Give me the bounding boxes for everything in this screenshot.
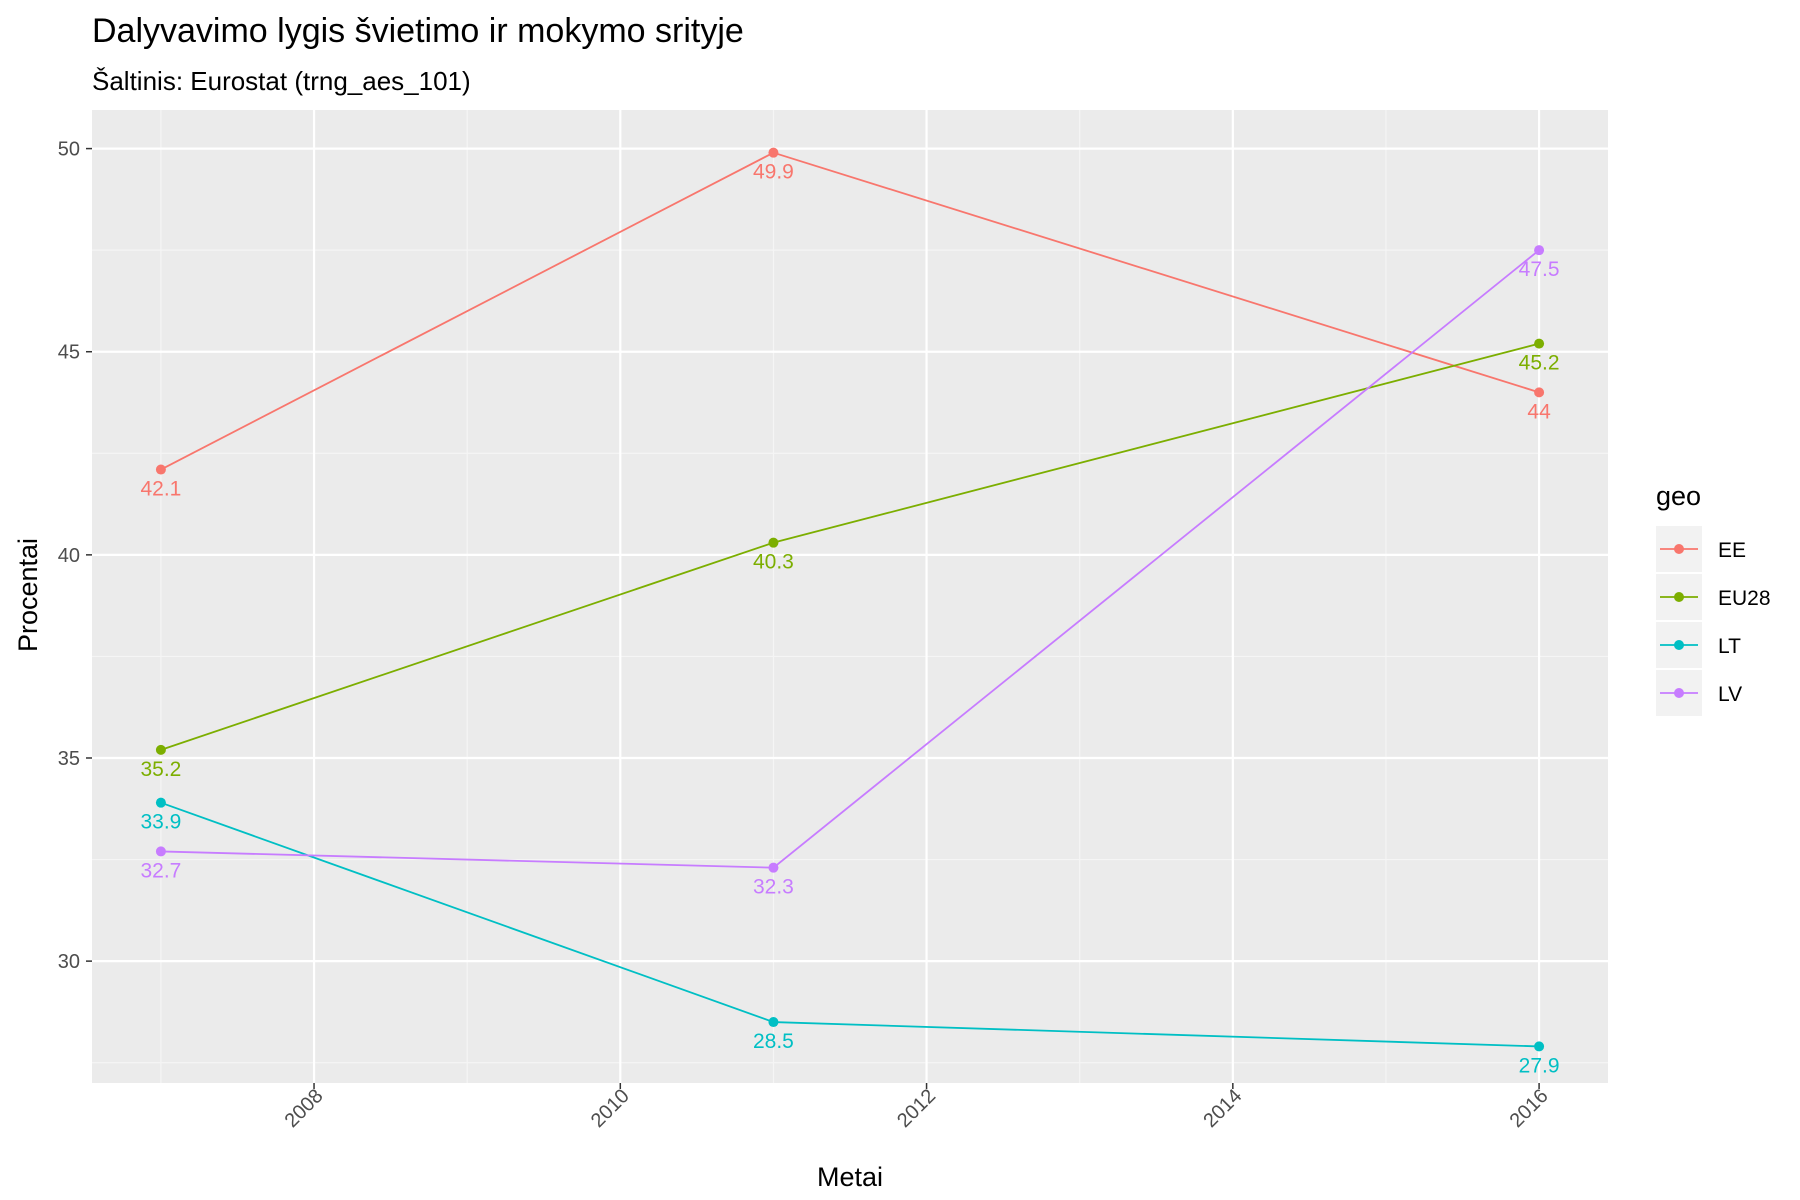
x-tick-label: 2010 — [587, 1085, 634, 1132]
data-label-eu28: 35.2 — [140, 758, 181, 781]
legend-key-point-ee — [1674, 544, 1684, 554]
y-tick-label: 40 — [58, 545, 80, 567]
y-axis-title: Procentai — [13, 538, 43, 652]
data-point-ee — [155, 464, 166, 475]
data-point-lt — [155, 797, 166, 808]
major-gridlines — [92, 110, 1608, 1083]
y-tick-label: 45 — [58, 342, 80, 364]
legend-key-point-eu28 — [1674, 592, 1684, 602]
x-tick-label: 2012 — [893, 1085, 940, 1132]
y-tick-label: 30 — [58, 951, 80, 973]
legend-title: geo — [1656, 481, 1701, 511]
legend-key-point-lv — [1674, 688, 1684, 698]
data-labels: 42.1 49.9 44 35.2 40.3 45.2 33.9 28.5 27.9 32.7 32… — [140, 161, 1559, 1078]
data-label-ee: 49.9 — [753, 161, 794, 184]
y-tick-label: 35 — [58, 748, 80, 770]
x-tick-label: 2014 — [1199, 1085, 1246, 1132]
y-tick-label: 50 — [58, 139, 80, 161]
legend-key-point-lt — [1674, 640, 1684, 650]
x-tick-label: 2016 — [1506, 1085, 1553, 1132]
data-point-lt — [768, 1017, 779, 1028]
data-label-lt: 27.9 — [1519, 1054, 1560, 1077]
data-label-lt: 28.5 — [753, 1030, 794, 1053]
data-label-lv: 47.5 — [1519, 258, 1560, 281]
data-point-ee — [1534, 387, 1545, 398]
data-point-lv — [1534, 245, 1545, 256]
chart-title: Dalyvavimo lygis švietimo ir mokymo srit… — [92, 12, 744, 50]
x-axis-title: Metai — [817, 1162, 883, 1192]
data-label-lt: 33.9 — [140, 811, 181, 834]
data-label-lv: 32.7 — [140, 859, 181, 882]
data-label-ee: 44 — [1527, 400, 1551, 423]
data-point-lt — [1534, 1041, 1545, 1052]
minor-gridlines — [92, 110, 1608, 1083]
data-point-eu28 — [155, 744, 166, 755]
legend-label-ee: EE — [1718, 539, 1746, 562]
data-point-lv — [155, 846, 166, 857]
series-points — [155, 147, 1545, 1052]
y-axis: 30 35 40 45 50 — [58, 139, 92, 973]
data-point-lv — [768, 862, 779, 873]
data-point-eu28 — [1534, 338, 1545, 349]
x-tick-label: 2008 — [281, 1085, 328, 1132]
x-axis: 2008 2010 2012 2014 2016 — [281, 1083, 1553, 1132]
data-label-eu28: 45.2 — [1519, 352, 1560, 375]
data-label-eu28: 40.3 — [753, 551, 794, 574]
legend-label-lt: LT — [1718, 635, 1741, 658]
data-label-ee: 42.1 — [140, 478, 181, 501]
legend-label-lv: LV — [1718, 683, 1742, 706]
data-label-lv: 32.3 — [753, 876, 794, 899]
data-point-ee — [768, 147, 779, 158]
legend-label-eu28: EU28 — [1718, 587, 1771, 610]
data-point-eu28 — [768, 537, 779, 548]
legend: geo EE EU28 LT LV — [1656, 481, 1771, 716]
chart-subtitle: Šaltinis: Eurostat (trng_aes_101) — [92, 66, 471, 96]
plot-panel — [92, 110, 1608, 1083]
